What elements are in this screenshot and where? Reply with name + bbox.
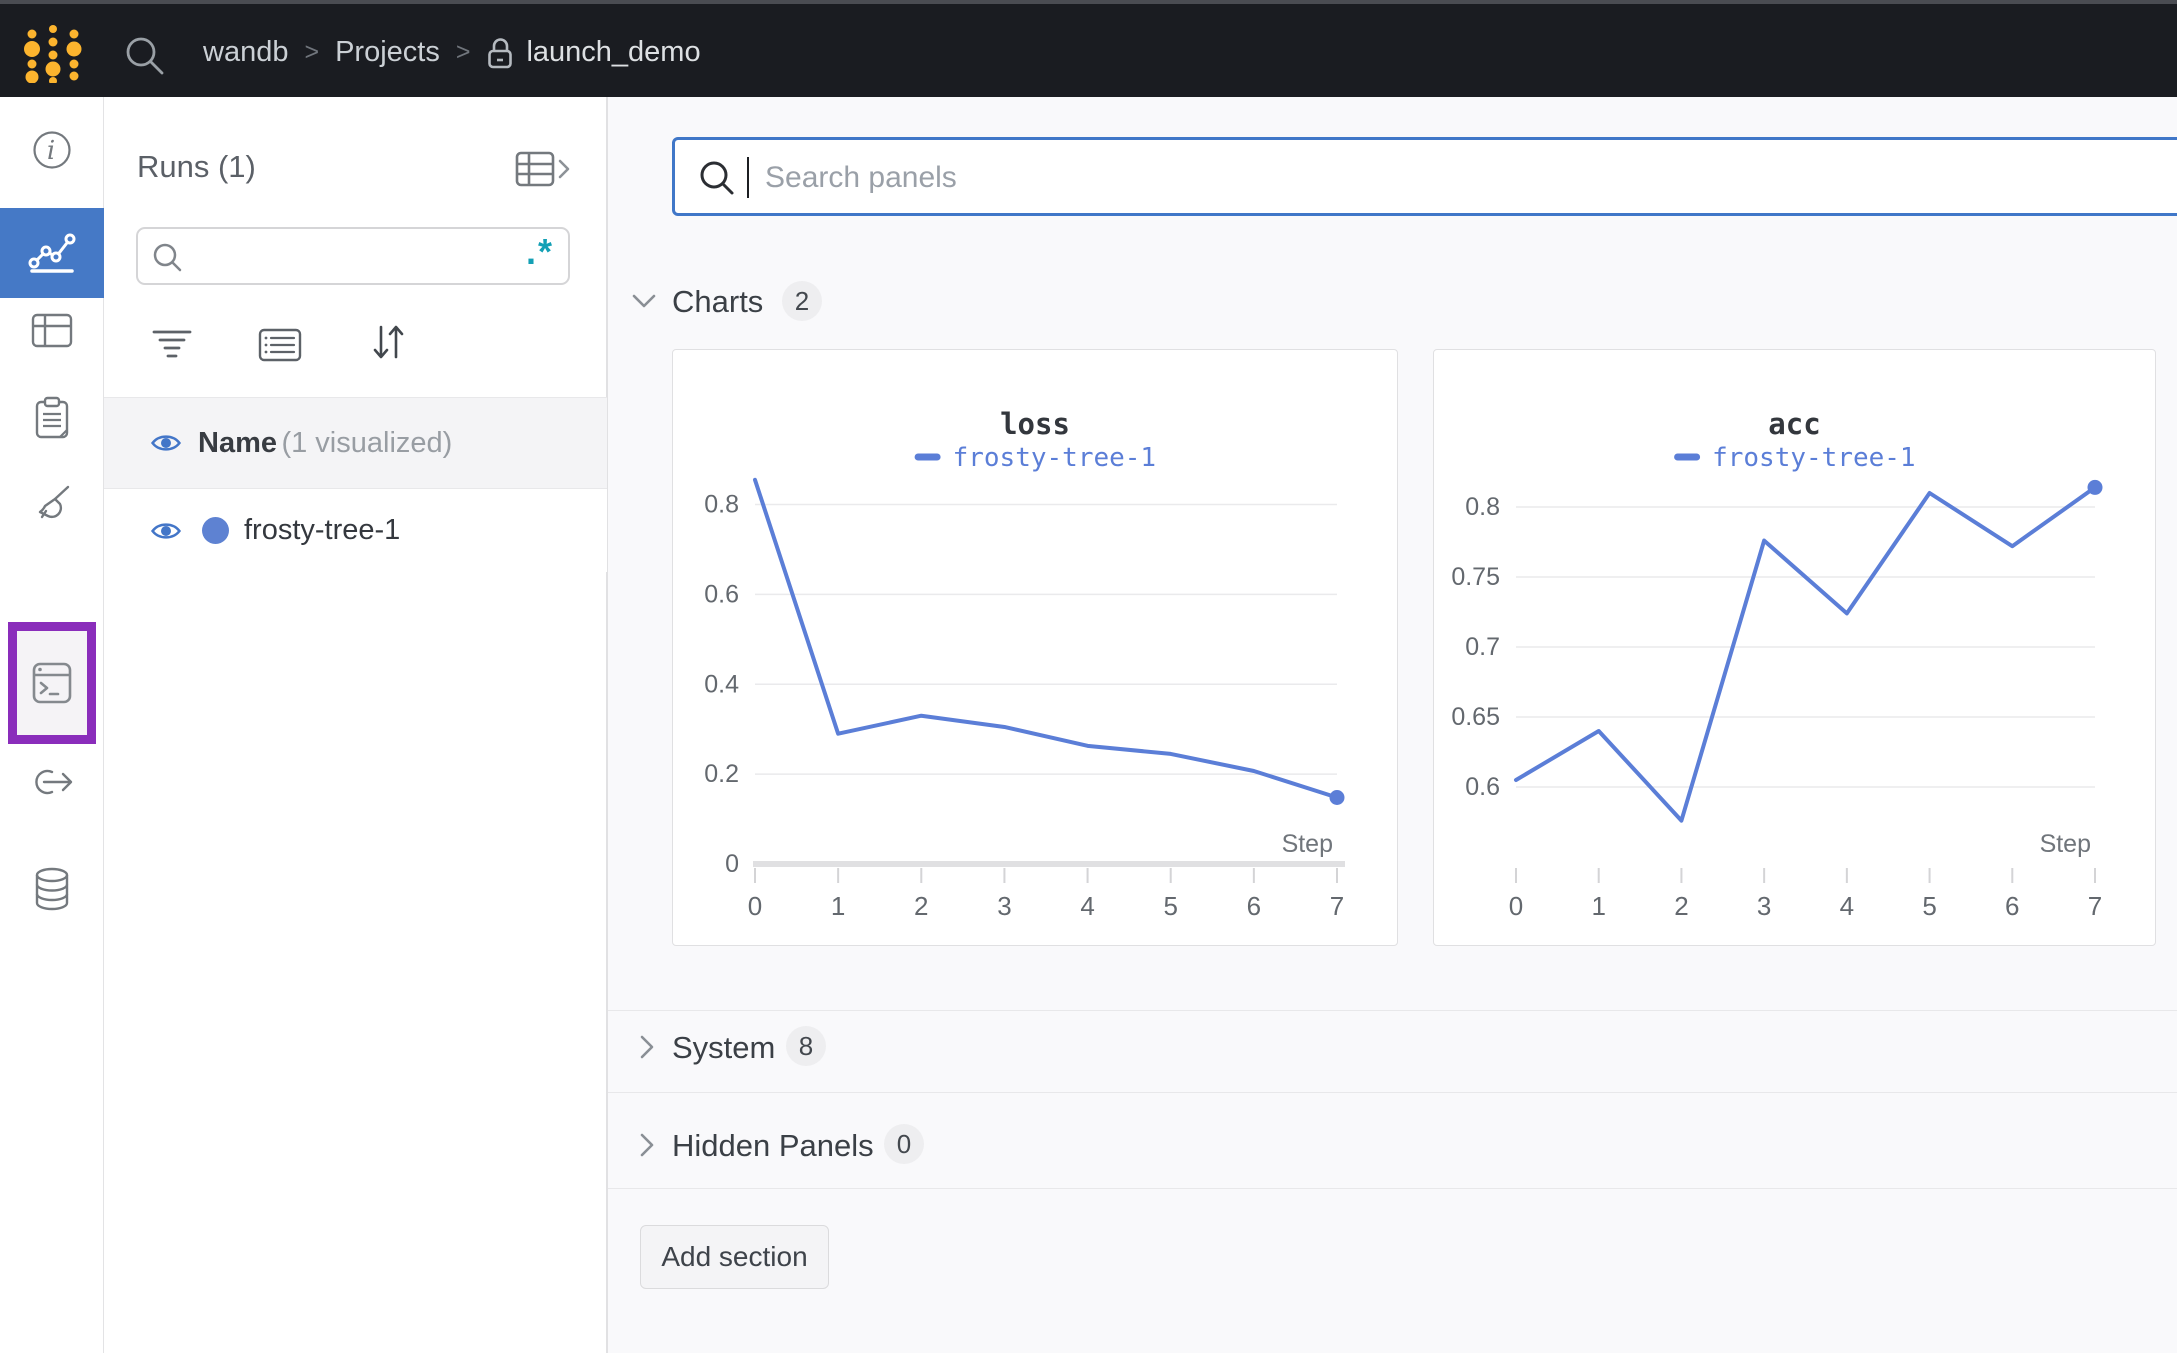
svg-text:0.6: 0.6 xyxy=(1465,773,1500,801)
svg-text:7: 7 xyxy=(2088,891,2102,921)
sidebar-item-info[interactable]: i xyxy=(30,128,74,172)
svg-text:loss: loss xyxy=(1000,407,1070,441)
divider xyxy=(104,488,607,489)
run-color-dot xyxy=(202,517,229,544)
search-icon xyxy=(153,243,182,272)
svg-text:0.6: 0.6 xyxy=(704,580,739,608)
sidebar-item-artifacts[interactable] xyxy=(33,866,71,912)
sidebar-item-sweeps[interactable] xyxy=(30,481,74,525)
runs-name-header: Name (1 visualized) xyxy=(104,398,607,488)
divider xyxy=(608,1010,2177,1011)
list-settings-icon[interactable] xyxy=(258,328,302,362)
svg-text:3: 3 xyxy=(1757,891,1771,921)
sort-icon[interactable] xyxy=(368,323,408,361)
svg-text:0.7: 0.7 xyxy=(1465,633,1500,661)
add-section-button[interactable]: Add section xyxy=(640,1225,829,1289)
svg-text:6: 6 xyxy=(2005,891,2019,921)
eye-icon[interactable] xyxy=(150,431,182,455)
expand-runs-table-icon[interactable] xyxy=(514,149,572,189)
svg-text:0: 0 xyxy=(748,891,762,921)
svg-text:0.8: 0.8 xyxy=(1465,493,1500,521)
svg-text:frosty-tree-1: frosty-tree-1 xyxy=(953,443,1157,473)
runs-column-name: Name xyxy=(198,426,277,459)
runs-search-input[interactable]: .* xyxy=(136,227,570,285)
runs-panel xyxy=(104,97,607,1353)
section-system-label[interactable]: System xyxy=(672,1030,776,1065)
svg-text:4: 4 xyxy=(1080,891,1094,921)
svg-text:0.2: 0.2 xyxy=(704,760,739,788)
svg-text:Step: Step xyxy=(1282,830,1333,858)
text-cursor xyxy=(747,157,749,198)
svg-text:1: 1 xyxy=(831,891,845,921)
divider xyxy=(608,1092,2177,1093)
svg-text:acc: acc xyxy=(1768,407,1820,441)
chevron-right-icon[interactable] xyxy=(634,1033,660,1061)
run-row[interactable]: frosty-tree-1 xyxy=(104,489,607,572)
svg-text:2: 2 xyxy=(1674,891,1688,921)
svg-text:Step: Step xyxy=(2040,830,2091,858)
sidebar-item-logs[interactable] xyxy=(32,395,72,441)
info-icon: i xyxy=(47,136,55,166)
sidebar-item-jobs[interactable] xyxy=(8,622,96,744)
regex-toggle-icon[interactable]: .* xyxy=(525,231,554,272)
line-chart-icon xyxy=(28,233,76,273)
eye-icon[interactable] xyxy=(150,519,182,543)
breadcrumb-project[interactable]: launch_demo xyxy=(526,36,701,68)
chart-panel-loss[interactable]: loss frosty-tree-1 0 0.2 0.4 0.6 0.8 0 1 2 3 4 5 6 7 St… xyxy=(672,349,1398,946)
chart-panel-acc[interactable]: acc frosty-tree-1 0.6 0.65 0.7 0.75 0.8 0 1 2 3 4 5 6… xyxy=(1433,349,2156,946)
filter-icon[interactable] xyxy=(152,327,192,361)
svg-text:6: 6 xyxy=(1247,891,1261,921)
lock-icon xyxy=(488,37,513,68)
chevron-down-icon[interactable] xyxy=(630,288,658,314)
panel-search xyxy=(672,137,2177,216)
svg-text:2: 2 xyxy=(914,891,928,921)
search-icon[interactable] xyxy=(122,33,168,79)
breadcrumb-separator: > xyxy=(455,38,471,66)
section-hidden-panels-label[interactable]: Hidden Panels xyxy=(672,1128,874,1163)
svg-text:0.4: 0.4 xyxy=(704,670,739,698)
search-icon xyxy=(700,161,734,195)
svg-text:1: 1 xyxy=(1591,891,1605,921)
divider xyxy=(608,1188,2177,1189)
svg-text:3: 3 xyxy=(997,891,1011,921)
chevron-right-icon[interactable] xyxy=(634,1131,660,1159)
svg-text:5: 5 xyxy=(1163,891,1177,921)
section-charts-count: 2 xyxy=(782,281,822,321)
runs-panel-title: Runs (1) xyxy=(137,149,256,184)
svg-text:0.8: 0.8 xyxy=(704,491,739,519)
svg-text:0: 0 xyxy=(1509,891,1523,921)
svg-text:frosty-tree-1: frosty-tree-1 xyxy=(1712,443,1916,473)
panel-search-input[interactable] xyxy=(763,146,1867,210)
breadcrumb: wandb > Projects > launch_demo xyxy=(203,4,701,101)
section-hidden-panels-count: 0 xyxy=(884,1124,924,1164)
svg-text:4: 4 xyxy=(1840,891,1854,921)
breadcrumb-team[interactable]: wandb xyxy=(203,36,289,68)
svg-text:7: 7 xyxy=(1330,891,1344,921)
svg-text:0.75: 0.75 xyxy=(1451,563,1500,591)
topbar: wandb > Projects > launch_demo xyxy=(0,0,2177,97)
sidebar-item-automations[interactable] xyxy=(30,762,76,802)
divider xyxy=(104,397,607,398)
wandb-logo-icon[interactable] xyxy=(22,21,84,83)
sidebar-item-runs-table[interactable] xyxy=(30,312,74,350)
svg-text:0: 0 xyxy=(725,850,739,878)
terminal-icon xyxy=(32,662,72,704)
breadcrumb-separator: > xyxy=(304,38,320,66)
svg-text:5: 5 xyxy=(1922,891,1936,921)
svg-text:0.65: 0.65 xyxy=(1451,703,1500,731)
breadcrumb-projects[interactable]: Projects xyxy=(335,36,440,68)
run-name[interactable]: frosty-tree-1 xyxy=(244,514,401,546)
runs-visualized-note: (1 visualized) xyxy=(281,426,453,459)
sidebar-item-workspace[interactable] xyxy=(0,208,104,298)
section-charts-label[interactable]: Charts xyxy=(672,284,764,319)
section-system-count: 8 xyxy=(786,1026,826,1066)
